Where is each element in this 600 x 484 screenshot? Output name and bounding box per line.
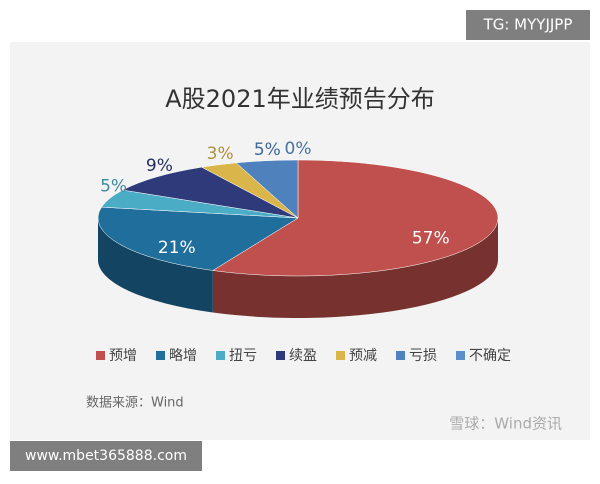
chart-title: A股2021年业绩预告分布 bbox=[165, 85, 435, 113]
data-label: 5% bbox=[254, 140, 281, 160]
data-label: 0% bbox=[285, 139, 312, 159]
legend-swatch bbox=[156, 351, 165, 360]
legend-swatch bbox=[396, 351, 405, 360]
data-label: 9% bbox=[146, 156, 173, 176]
data-label: 5% bbox=[100, 177, 127, 197]
legend-label: 扭亏 bbox=[229, 348, 257, 364]
data-label: 21% bbox=[158, 238, 196, 258]
legend-label: 续盈 bbox=[289, 347, 317, 364]
tag-box bbox=[466, 10, 590, 40]
legend-swatch bbox=[456, 351, 465, 360]
slice-side bbox=[212, 218, 498, 318]
slice bbox=[97, 206, 299, 271]
legend-label: 预减 bbox=[349, 348, 377, 364]
legend-swatch bbox=[276, 351, 285, 360]
pie: 57%21%5%9%3% 5% 0% bbox=[97, 139, 499, 318]
legend-label: 略增 bbox=[169, 348, 197, 364]
slice-side bbox=[98, 218, 213, 313]
legend-swatch bbox=[336, 351, 345, 360]
legend-label: 不确定 bbox=[469, 348, 511, 364]
legend-swatch bbox=[96, 351, 105, 360]
slice bbox=[235, 159, 299, 219]
legend: 预增 略增 扭亏 续盈 预减 亏损 不确定 bbox=[96, 347, 511, 364]
legend-label: 亏损 bbox=[409, 348, 437, 364]
legend-swatch bbox=[216, 351, 225, 360]
source-note: 数据来源：Wind bbox=[86, 396, 184, 411]
data-label: 3% bbox=[207, 144, 234, 164]
site-box bbox=[10, 441, 202, 471]
legend-label: 预增 bbox=[109, 348, 137, 364]
watermark: 雪球：Wind资讯 bbox=[449, 415, 562, 433]
site-text: www.mbet365888.com bbox=[25, 448, 187, 464]
tag-text: TG: MYYJJPP bbox=[483, 16, 573, 34]
slice bbox=[212, 159, 499, 277]
data-label: 57% bbox=[412, 229, 450, 249]
slice bbox=[121, 166, 299, 219]
